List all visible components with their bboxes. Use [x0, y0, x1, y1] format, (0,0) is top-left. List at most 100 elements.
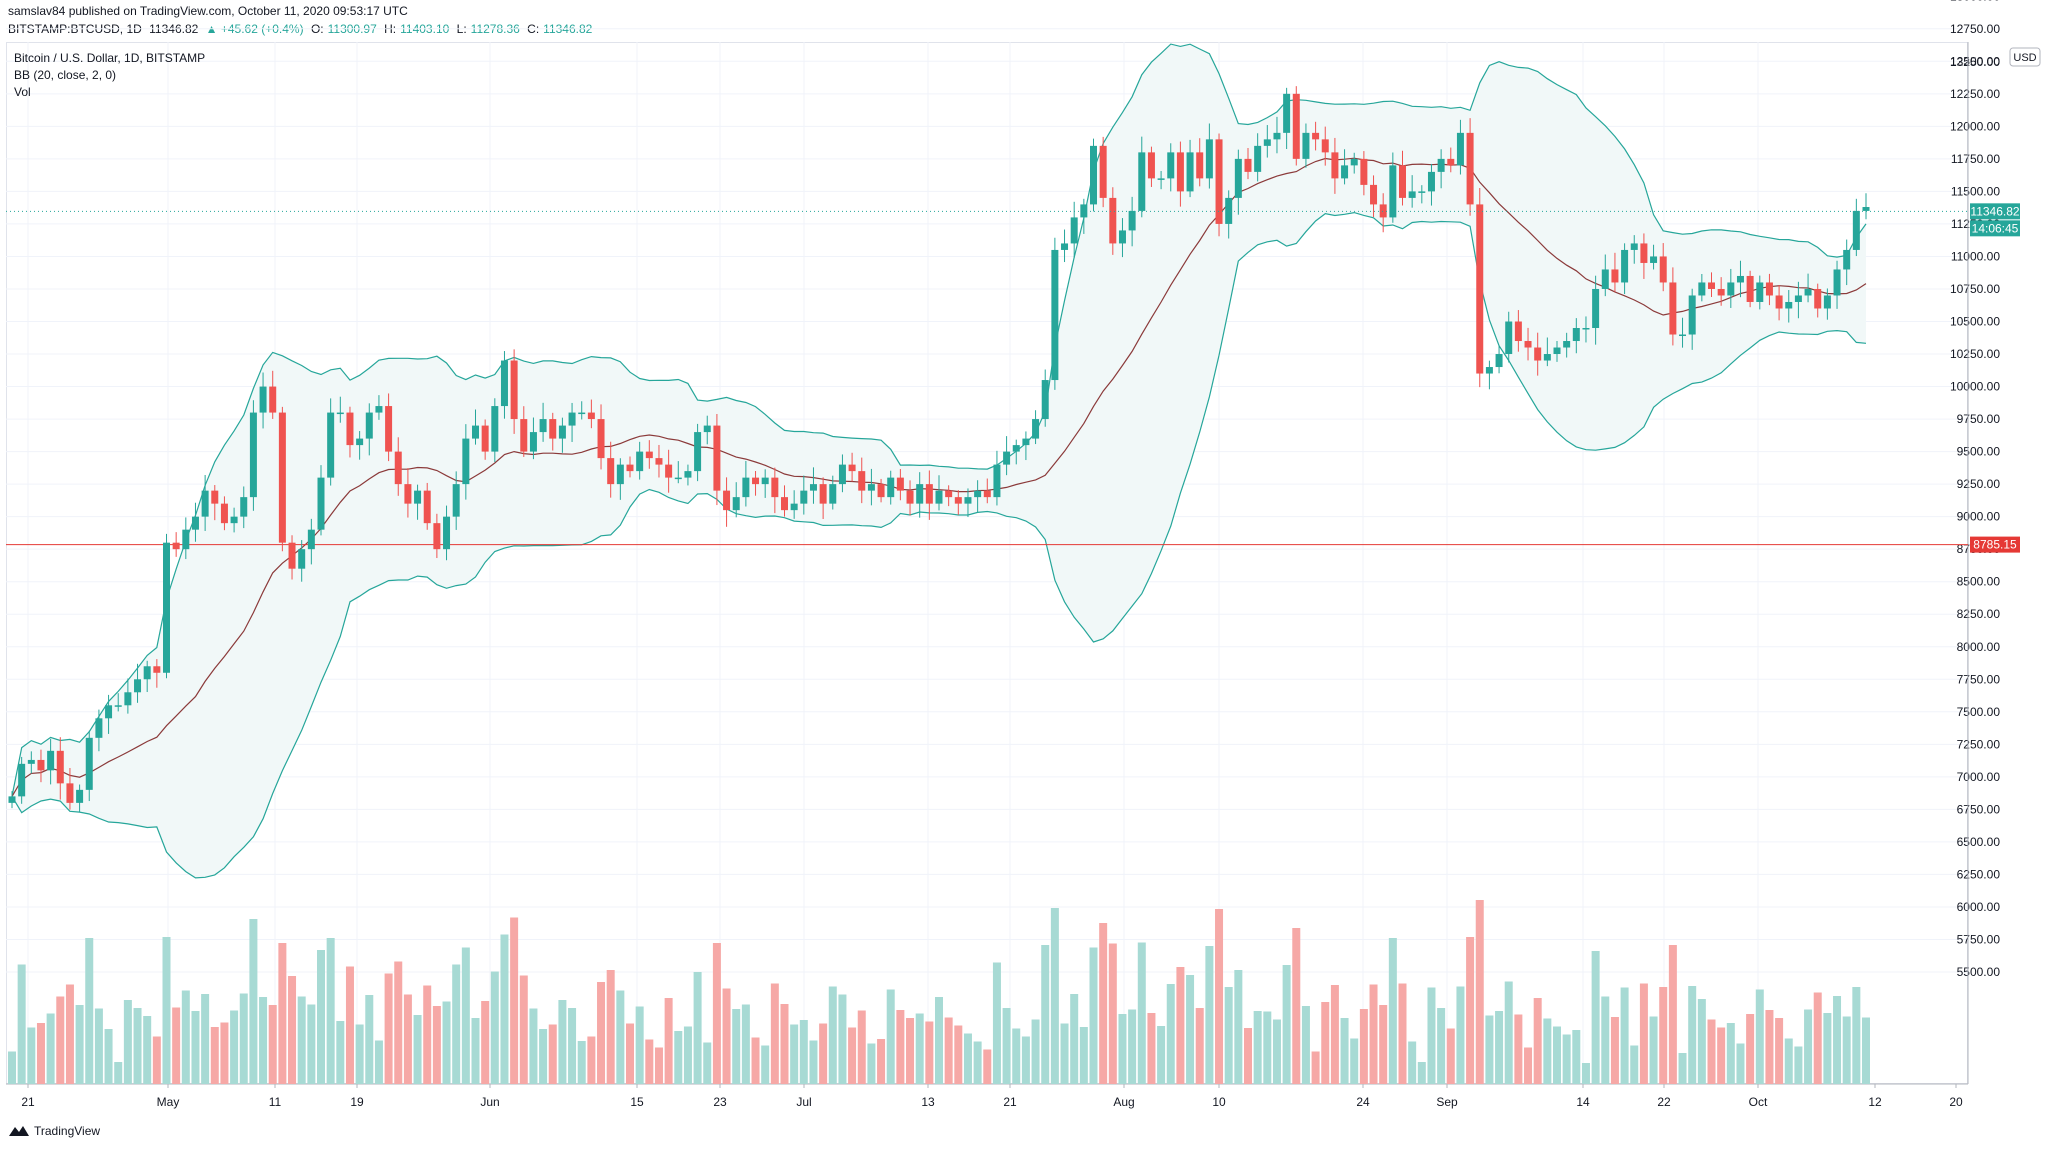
candle-body: [172, 542, 180, 550]
volume-bar: [423, 985, 432, 1084]
volume-bar: [1630, 1045, 1639, 1084]
volume-bar: [1031, 1019, 1040, 1084]
volume-bar: [1272, 1019, 1281, 1084]
candle-body: [887, 477, 895, 498]
candle-body: [462, 438, 470, 485]
volume-bar: [519, 975, 528, 1084]
candle-body: [781, 497, 788, 511]
volume-bar: [1543, 1018, 1552, 1084]
candle-body: [1418, 191, 1426, 193]
x-tick-label: 14: [1576, 1095, 1590, 1109]
tradingview-logo-icon: [9, 1126, 29, 1136]
volume-bar: [210, 1027, 219, 1084]
volume-bar: [1514, 1014, 1523, 1084]
candle-body: [249, 412, 257, 498]
tradingview-logo[interactable]: TradingView: [8, 1124, 100, 1138]
volume-bar: [94, 1008, 103, 1084]
candle-body: [1090, 145, 1097, 205]
x-tick-label: 13: [921, 1095, 935, 1109]
volume-bar: [1350, 1038, 1359, 1084]
candle-body: [578, 412, 586, 415]
candle-body: [1611, 269, 1619, 283]
volume-bar: [1118, 1014, 1127, 1084]
x-tick-label: 21: [1003, 1095, 1017, 1109]
volume-bar: [1533, 998, 1542, 1084]
candle-body: [1736, 275, 1744, 283]
volume-bar: [1060, 1023, 1069, 1084]
candle-body: [1708, 282, 1715, 289]
candle-body: [1080, 204, 1088, 218]
y-tick-label: 11500.00: [1951, 184, 2000, 198]
volume-bar: [1176, 967, 1185, 1084]
candle-body: [665, 464, 673, 478]
candle-body: [539, 419, 547, 433]
candle-body: [1505, 321, 1513, 355]
candle-body: [1128, 210, 1136, 231]
volume-bar: [1079, 1027, 1088, 1084]
volume-bar: [104, 1029, 113, 1084]
volume-bar: [1639, 983, 1648, 1084]
volume-bar: [307, 1004, 316, 1084]
candle-body: [800, 490, 808, 504]
volume-bar: [1321, 1002, 1330, 1084]
candle-body: [925, 484, 933, 504]
candle-body: [163, 542, 170, 673]
candle-body: [8, 796, 16, 803]
candle-body: [1582, 328, 1590, 330]
volume-bar: [1215, 909, 1224, 1084]
candle-body: [414, 490, 422, 504]
candle-body: [443, 516, 451, 550]
volume-bar: [1620, 987, 1629, 1084]
candle-body: [1254, 145, 1262, 172]
candle-body: [85, 737, 93, 790]
candle-body: [1794, 295, 1802, 302]
volume-bar: [75, 1005, 84, 1084]
volume-bar: [432, 1006, 441, 1084]
legend-vol: Vol: [14, 85, 31, 99]
y-tick-label: 12000.00: [1950, 119, 2000, 133]
volume-bar: [1842, 1016, 1851, 1084]
x-tick-label: 21: [21, 1095, 35, 1109]
volume-bar: [85, 938, 94, 1084]
volume-bar: [944, 1017, 953, 1084]
volume-bar: [1697, 999, 1706, 1084]
candle-body: [1341, 165, 1349, 179]
candle-body: [1563, 341, 1571, 348]
volume-bar: [1775, 1018, 1784, 1084]
candle-body: [616, 464, 624, 485]
volume-bar: [1823, 1013, 1832, 1084]
candle-body: [394, 451, 402, 485]
candle-body: [1447, 158, 1455, 166]
candle-body: [278, 412, 286, 543]
y-tick-label: 6250.00: [1957, 867, 2001, 881]
candle-body: [1804, 288, 1812, 296]
candle-body: [1061, 243, 1069, 250]
candle-body: [1553, 347, 1561, 355]
volume-bar: [461, 947, 470, 1084]
x-tick-label: 11: [269, 1095, 282, 1109]
candle-body: [1003, 451, 1011, 465]
candle-body: [655, 458, 663, 465]
candle-body: [1621, 249, 1629, 283]
volume-bar: [761, 1045, 770, 1084]
volume-bar: [46, 1013, 55, 1084]
volume-bar: [683, 1026, 692, 1084]
volume-bar: [1292, 928, 1301, 1084]
volume-bar: [1437, 1008, 1446, 1084]
candle-body: [1466, 132, 1474, 205]
candle-body: [1650, 256, 1658, 263]
candle-body: [674, 477, 682, 480]
volume-bar: [297, 996, 306, 1084]
volume-bar: [1070, 994, 1079, 1084]
candle-body: [1099, 145, 1107, 198]
volume-bar: [345, 966, 354, 1084]
volume-bar: [1398, 983, 1407, 1084]
candle-body: [1070, 217, 1078, 244]
candle-body: [732, 497, 740, 511]
volume-bar: [152, 1036, 161, 1084]
candle-body: [27, 759, 35, 764]
volume-bar: [317, 950, 325, 1084]
volume-bar: [963, 1033, 972, 1084]
currency-box: [2009, 47, 2041, 67]
